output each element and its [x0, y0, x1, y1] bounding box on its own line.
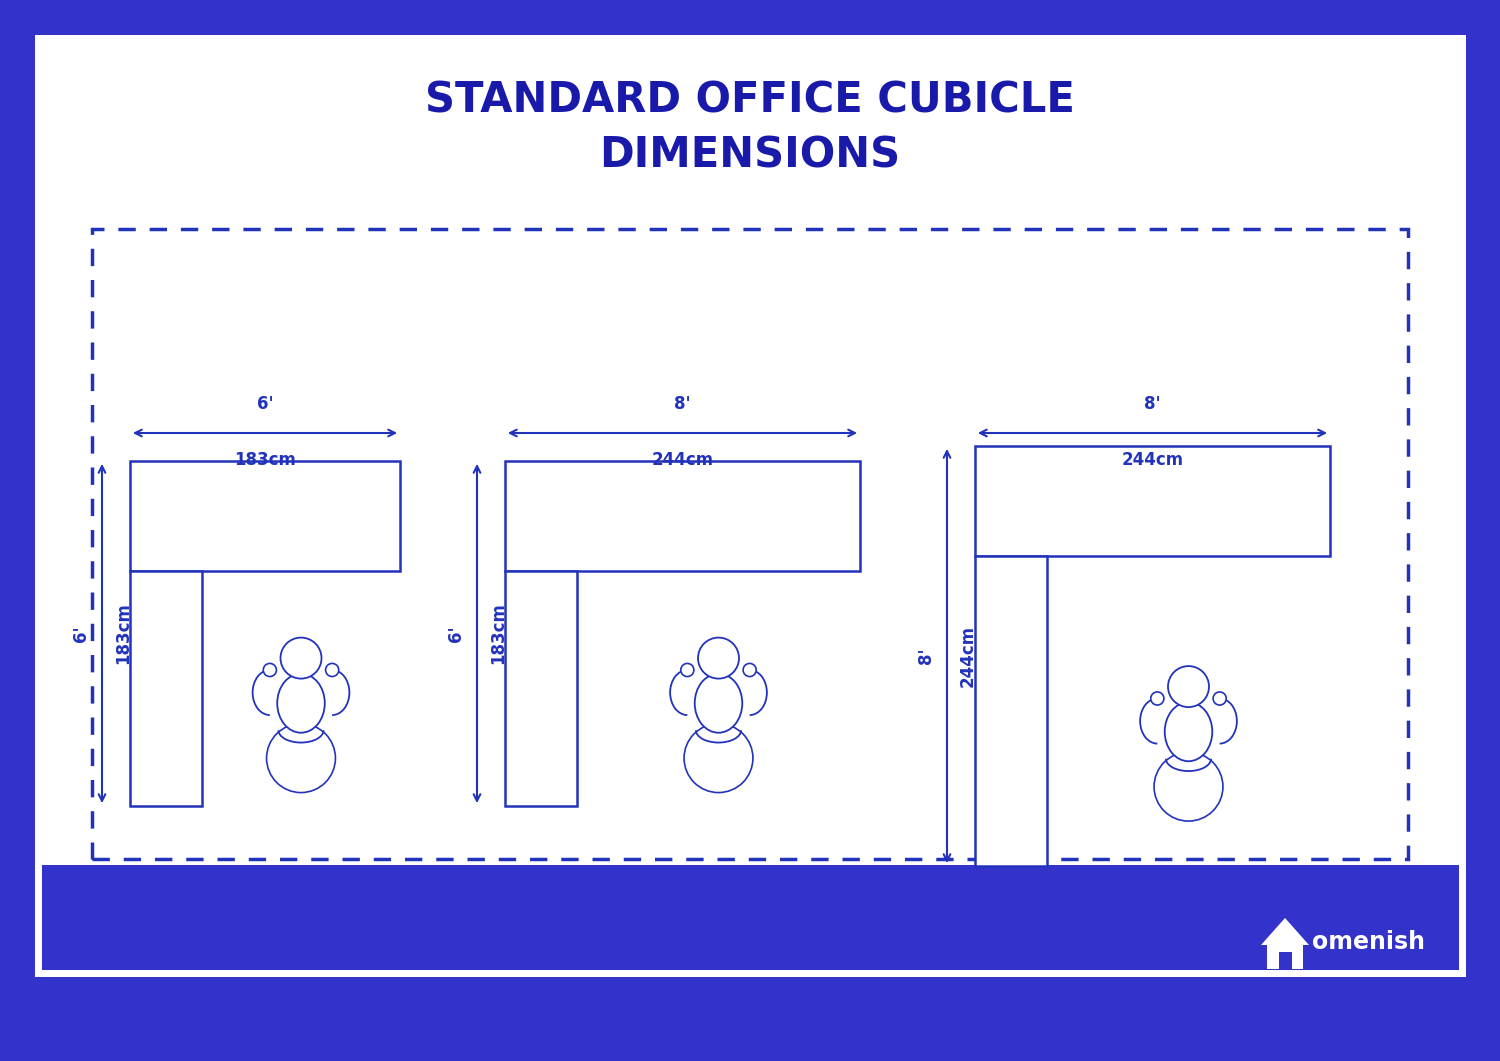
Circle shape [280, 638, 321, 679]
Circle shape [1154, 752, 1222, 821]
Bar [38, 38, 1462, 973]
Circle shape [742, 663, 756, 677]
Bar [975, 556, 1047, 866]
Text: 6': 6' [447, 625, 465, 642]
Circle shape [1150, 692, 1164, 706]
Text: 6': 6' [72, 625, 90, 642]
Bar [130, 571, 203, 806]
Text: 8': 8' [674, 395, 692, 413]
Circle shape [681, 663, 694, 677]
Bar [38, 38, 1462, 973]
Bar [38, 38, 1462, 973]
Ellipse shape [278, 674, 326, 733]
Bar [38, 38, 1462, 973]
Text: 183cm: 183cm [114, 603, 132, 664]
Text: 244cm: 244cm [958, 625, 976, 688]
Text: DIMENSIONS: DIMENSIONS [600, 135, 900, 177]
Text: STANDARD OFFICE CUBICLE: STANDARD OFFICE CUBICLE [424, 80, 1076, 122]
Text: 183cm: 183cm [234, 451, 296, 469]
Text: 8': 8' [1144, 395, 1161, 413]
Bar [38, 38, 1462, 973]
Bar [975, 446, 1330, 556]
Bar [506, 460, 860, 571]
Circle shape [698, 638, 740, 679]
Ellipse shape [694, 674, 742, 733]
Bar [1278, 952, 1292, 969]
Bar [506, 571, 578, 806]
Bar [92, 229, 1408, 859]
Text: 6': 6' [256, 395, 273, 413]
Bar [1268, 943, 1304, 969]
Text: 183cm: 183cm [489, 603, 507, 664]
Circle shape [264, 663, 276, 677]
Text: omenish: omenish [1312, 930, 1425, 954]
Circle shape [1168, 666, 1209, 707]
Text: 244cm: 244cm [1122, 451, 1184, 469]
Circle shape [1214, 692, 1225, 706]
Circle shape [684, 724, 753, 793]
Text: 244cm: 244cm [651, 451, 714, 469]
Ellipse shape [1164, 702, 1212, 761]
Circle shape [267, 724, 336, 793]
Bar [38, 865, 1462, 973]
Bar [130, 460, 401, 571]
Polygon shape [1262, 918, 1310, 945]
Circle shape [326, 663, 339, 677]
Text: 8': 8' [916, 647, 934, 664]
